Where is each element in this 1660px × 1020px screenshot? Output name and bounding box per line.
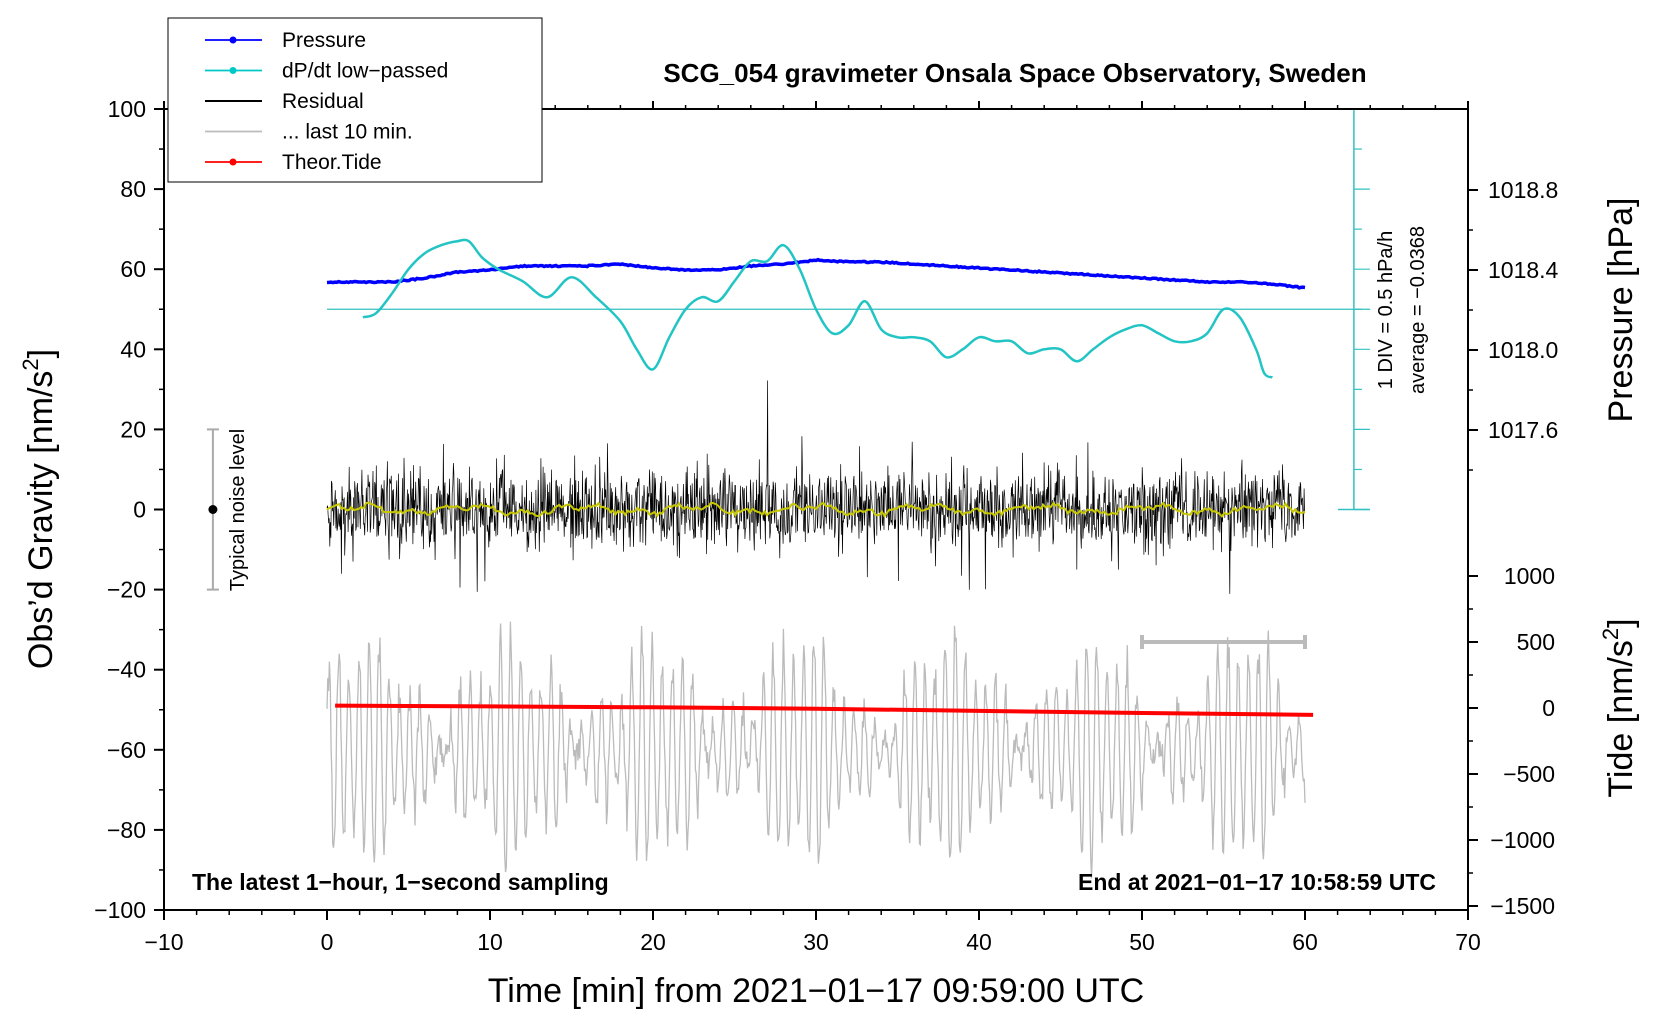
legend-item: ... last 10 min. [205,121,413,144]
pressure-axis-title: Pressure [hPa] [1602,198,1640,423]
pressure-tick-label: 1018.4 [1488,257,1559,283]
noise-bar-dot [208,505,218,514]
y-tick-label: 40 [120,336,146,362]
legend-label: Residual [282,90,364,113]
y-tick-label: 20 [120,416,146,442]
legend-label: dP/dt low−passed [282,60,448,83]
y-axis: 100 80 60 40 20 0 −20 −40 −60 −80 −100 [94,96,164,923]
legend-label: Pressure [282,29,366,52]
x-tick-label: 70 [1455,929,1481,955]
legend-label: ... last 10 min. [282,121,413,144]
tide-axis-title-sup: 2 [1598,628,1623,640]
legend-item: Theor.Tide [205,151,382,174]
x-tick-label: 20 [640,929,666,955]
tide-tick-label: −1500 [1490,893,1555,919]
legend-marker [229,67,237,74]
legend: Pressure dP/dt low−passed Residual ... last… [167,17,543,183]
x-tick-label: 60 [1292,929,1318,955]
x-tick-label: −10 [144,929,183,955]
y-tick-label: 60 [120,256,146,282]
pressure-tick-label: 1018.8 [1488,177,1558,203]
average-label: average = −0.0368 [1407,226,1429,394]
x-tick-label: 10 [477,929,503,955]
legend-label: Theor.Tide [282,151,382,174]
x-axis-title: Time [min] from 2021−01−17 09:59:00 UTC [488,972,1144,1010]
right-axes: 1018.8 1018.4 1018.0 1017.6 1000 500 0 −500 −100… [1468,177,1559,919]
y-tick-label: 100 [108,96,146,122]
theor-tide-line [335,703,1314,717]
annotation-end-time: End at 2021−01−17 10:58:59 UTC [1078,869,1436,895]
y-axis-title-left-end: ] [22,349,60,358]
div-label: 1 DIV = 0.5 hPa/h [1375,231,1397,389]
pressure-tick-label: 1018.0 [1488,337,1558,363]
tide-tick-label: 1000 [1504,563,1555,589]
y-tick-label: −100 [94,897,146,923]
y-tick-label: −80 [107,817,146,843]
y-tick-label: 80 [120,176,146,202]
plot-content [206,108,1371,879]
x-tick-label: 40 [966,929,992,955]
pressure-tick-label: 1017.6 [1488,417,1558,443]
y-axis-title-left: Obs’d Gravity [nm/s2] [18,349,60,669]
legend-marker [229,158,237,166]
x-tick-label: 0 [321,929,334,955]
y-tick-label: −20 [107,577,146,603]
tide-tick-label: 0 [1542,695,1555,721]
y-axis-title-left-main: Obs’d Gravity [nm/s [22,371,60,670]
tide-tick-label: 500 [1517,629,1555,655]
tide-axis-title-main: Tide [nm/s [1602,640,1640,797]
y-tick-label: 0 [133,497,146,523]
tide-axis-title-end: ] [1602,618,1640,627]
tide-axis-title: Tide [nm/s2] [1598,618,1640,797]
smoothed-residual-line [326,501,1306,518]
dpdt-line [362,238,1273,379]
legend-item: dP/dt low−passed [205,60,448,83]
tide-tick-label: −1000 [1490,827,1555,853]
legend-item: Residual [205,90,364,113]
tide-tick-label: −500 [1503,761,1555,787]
legend-marker [229,36,237,44]
noise-level-label: Typical noise level [227,429,249,591]
x-tick-label: 50 [1129,929,1155,955]
annotation-sampling: The latest 1−hour, 1−second sampling [192,869,609,895]
x-tick-label: 30 [803,929,829,955]
y-tick-label: −60 [107,737,146,763]
last-10-min-line [326,621,1306,879]
y-tick-label: −40 [107,657,146,683]
pressure-line [326,257,1306,290]
residual-line [326,380,1305,594]
chart-title: SCG_054 gravimeter Onsala Space Observat… [663,58,1366,88]
y-axis-title-left-sup: 2 [18,358,43,370]
legend-item: Pressure [205,29,366,52]
